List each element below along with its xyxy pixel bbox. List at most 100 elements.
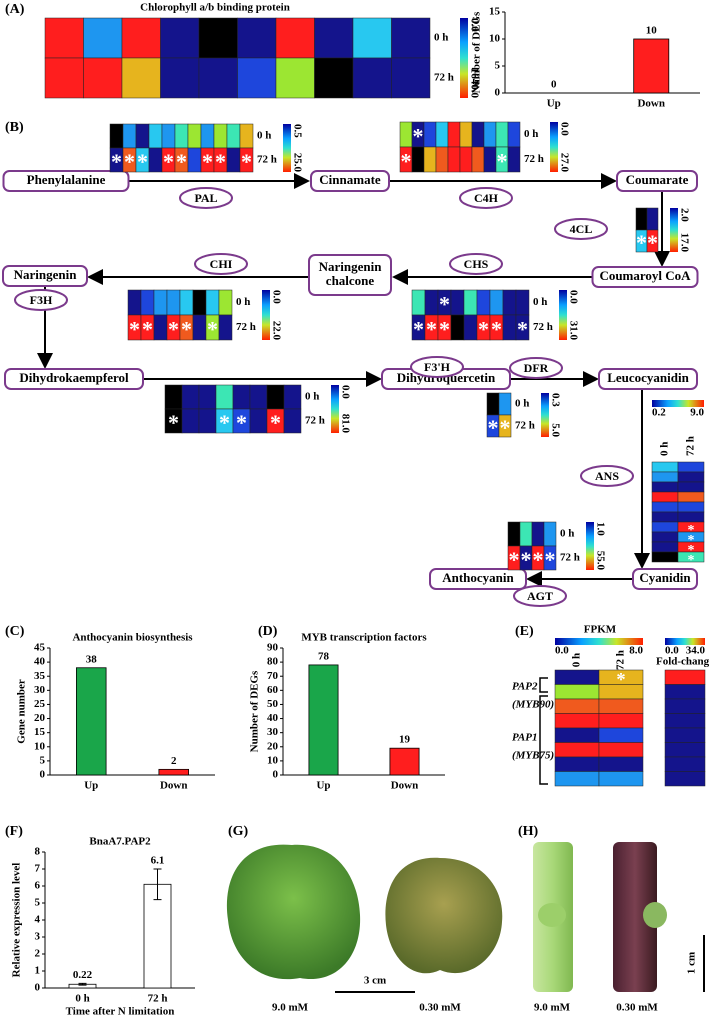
- y-tick-label: 25: [34, 698, 46, 710]
- significance-mark: *: [647, 230, 658, 255]
- y-axis-label: Gene number: [16, 679, 28, 744]
- x-tick-label: Down: [637, 98, 665, 110]
- heatmap-cell: [237, 17, 277, 59]
- heatmap-cell: [450, 289, 465, 316]
- heatmap-cell: [498, 414, 512, 438]
- significance-mark: *: [533, 547, 544, 572]
- heatmap-cell: [166, 289, 181, 316]
- heatmap-cell: [471, 146, 485, 173]
- gene-label: PAP1: [512, 732, 537, 744]
- enzyme-label: PAL: [194, 191, 217, 205]
- heatmap-cell: [507, 146, 521, 173]
- heatmap-cell: [543, 521, 557, 547]
- significance-mark: *: [129, 317, 140, 342]
- heatmap-cell: [275, 17, 315, 59]
- significance-mark: *: [207, 317, 218, 342]
- significance-mark: *: [142, 317, 153, 342]
- significance-mark: *: [215, 149, 226, 174]
- column-label: 0 h: [659, 442, 671, 456]
- heatmap-cell: [83, 17, 123, 59]
- heatmap-cell: [411, 289, 426, 316]
- significance-mark: *: [219, 410, 230, 435]
- photo-label: 9.0 mM: [534, 1002, 571, 1014]
- bar: [308, 664, 339, 776]
- color-bar: [283, 124, 291, 172]
- row-label: 0 h: [305, 391, 319, 403]
- enzyme-label: AGT: [527, 589, 553, 603]
- pathway-node: [429, 568, 527, 590]
- heatmap-cell: [502, 289, 517, 316]
- significance-mark: *: [509, 547, 520, 572]
- heatmap-cell: [352, 17, 392, 59]
- significance-mark: *: [517, 317, 528, 342]
- value-label: 10: [646, 25, 658, 37]
- gene-label: (MYB90): [512, 699, 554, 711]
- heatmap-cell: [450, 314, 465, 341]
- significance-mark: *: [236, 410, 247, 435]
- row-label: 0 h: [236, 296, 250, 308]
- value-label: 78: [318, 650, 330, 662]
- x-tick-label: Up: [547, 98, 561, 110]
- pathway-node: [308, 254, 392, 296]
- row-label: 72 h: [236, 321, 256, 333]
- pathway-node: [591, 266, 699, 288]
- significance-mark: *: [688, 543, 695, 558]
- heatmap-cell: [447, 121, 461, 148]
- enzyme-label: DFR: [524, 361, 549, 375]
- photo-label: 9.0 mM: [272, 1002, 309, 1014]
- column-label: 72 h: [685, 436, 697, 456]
- heatmap-cell: [232, 384, 251, 410]
- color-bar: [670, 208, 678, 252]
- color-bar: [586, 522, 594, 570]
- color-bar: [555, 638, 643, 645]
- heatmap-cell: [198, 57, 238, 99]
- heatmap-cell: [651, 481, 679, 493]
- row-label: 72 h: [524, 153, 544, 165]
- stem-photo: [613, 842, 657, 992]
- y-axis-label: Number of DEGs: [249, 670, 261, 752]
- scale-label: 34.0: [686, 645, 706, 657]
- scale-label: 31.0: [567, 321, 579, 341]
- row-label: 72 h: [434, 72, 454, 84]
- panel-label: (D): [258, 624, 278, 639]
- x-tick-label: Down: [391, 780, 419, 792]
- heatmap-cell: [463, 289, 478, 316]
- heatmap-cell: [187, 147, 202, 173]
- heatmap-cell: [651, 541, 679, 553]
- color-bar: [541, 393, 549, 437]
- scale-label: 0.0: [270, 290, 282, 304]
- heatmap-cell: [519, 521, 533, 547]
- bracket: [539, 677, 548, 693]
- significance-mark: *: [413, 124, 424, 149]
- heatmap-cell: [664, 742, 706, 758]
- significance-mark: *: [401, 149, 412, 174]
- y-tick-label: 20: [34, 712, 46, 724]
- heatmap-cell: [598, 713, 644, 729]
- x-tick-label: 72 h: [148, 993, 168, 1005]
- heatmap-cell: [664, 684, 706, 700]
- heatmap-cell: [531, 521, 545, 547]
- heatmap-cell: [515, 314, 530, 341]
- heatmap-cell: [554, 684, 600, 700]
- panel-label: (B): [5, 120, 24, 135]
- bar: [76, 667, 107, 776]
- y-tick-label: 80: [267, 656, 279, 668]
- heatmap-cell: [266, 384, 285, 410]
- row-label: 0 h: [257, 130, 271, 142]
- scale-label: 0.0: [339, 385, 351, 399]
- heatmap-cell: [471, 121, 485, 148]
- y-tick-label: 15: [489, 6, 501, 18]
- enzyme-label: CHS: [464, 257, 489, 271]
- color-bar: [665, 638, 705, 645]
- enzyme-label: ANS: [595, 469, 619, 483]
- significance-mark: *: [616, 671, 625, 691]
- panel-label: (C): [5, 624, 25, 639]
- heatmap-cell: [283, 408, 302, 434]
- photo-label: 0.30 mM: [616, 1002, 658, 1014]
- heatmap-cell: [239, 147, 254, 173]
- significance-mark: *: [111, 149, 122, 174]
- heatmap-cell: [651, 501, 679, 513]
- scale-label: 0.0: [468, 18, 480, 32]
- significance-mark: *: [688, 523, 695, 538]
